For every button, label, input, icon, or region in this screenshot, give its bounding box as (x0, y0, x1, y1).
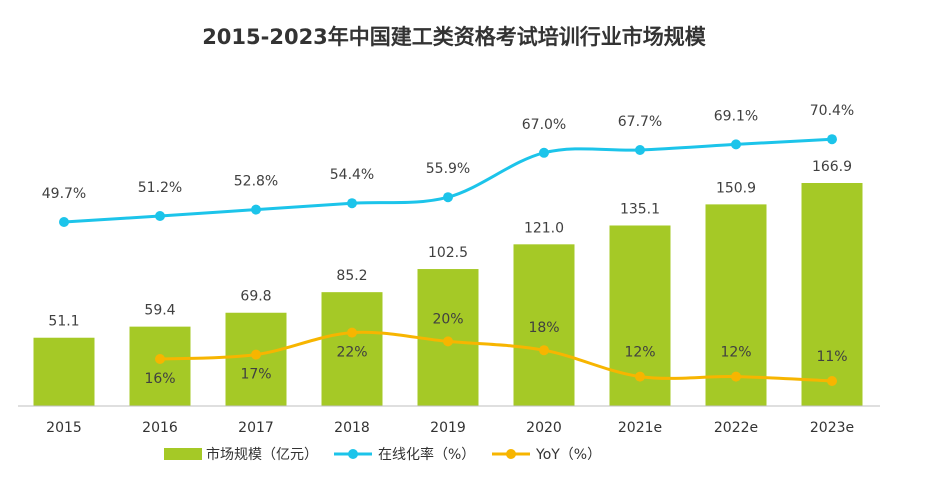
bar-label-2022e: 150.9 (716, 180, 756, 196)
online-point-2023e (827, 134, 837, 145)
bar-2015 (33, 337, 95, 406)
yoy-point-2022e (731, 371, 741, 382)
yoy-point-2021e (635, 371, 645, 382)
bar-2020 (513, 244, 575, 406)
bar-2018 (321, 292, 383, 406)
x-tick-2020: 2020 (526, 420, 562, 436)
yoy-line (159, 330, 833, 383)
legend-label-yoy: YoY（%） (535, 447, 601, 463)
yoy-point-2019 (443, 336, 453, 347)
yoy-label-2018: 22% (336, 345, 367, 361)
online-point-2016 (155, 211, 165, 221)
online-point-2020 (539, 147, 549, 158)
legend-label-online-rate: 在线化率（%） (378, 446, 475, 463)
online-point-2015 (59, 217, 69, 227)
yoy-label-2017: 17% (240, 367, 271, 383)
bar-label-2021e: 135.1 (620, 201, 660, 217)
yoy-label-2016: 16% (144, 371, 175, 387)
online-label-2023e: 70.4% (810, 103, 854, 119)
yoy-point-2023e (827, 376, 837, 386)
legend-marker-online-rate (348, 449, 358, 459)
online-label-2020: 67.0% (522, 117, 566, 133)
bar-2016 (129, 326, 191, 406)
yoy-label-2022e: 12% (720, 345, 751, 361)
yoy-point-2016 (155, 354, 165, 364)
online-label-2016: 51.2% (138, 180, 182, 196)
bar-label-2015: 51.1 (48, 314, 79, 330)
yoy-point-2018 (347, 327, 357, 338)
x-tick-2022e: 2022e (714, 420, 758, 436)
legend-marker-yoy (506, 449, 516, 459)
bar-label-2016: 59.4 (144, 303, 175, 319)
x-tick-2019: 2019 (430, 420, 466, 436)
x-tick-2015: 2015 (46, 420, 82, 436)
bar-label-2018: 85.2 (336, 268, 367, 284)
x-tick-2016: 2016 (142, 420, 178, 436)
bar-label-2020: 121.0 (524, 220, 564, 236)
online-point-2017 (251, 204, 261, 215)
legend-label-market-size: 市场规模（亿元） (206, 446, 318, 463)
online-label-2022e: 69.1% (714, 108, 758, 124)
x-tick-2021e: 2021e (618, 420, 662, 436)
online-rate-series: 49.7% 51.2% 52.8% 54.4% 55.9% 67.0% 67.7% 69.1%… (42, 103, 854, 227)
yoy-label-2023e: 11% (816, 349, 847, 365)
x-tick-2023e: 2023e (810, 420, 854, 436)
online-point-2022e (731, 139, 741, 150)
online-point-2018 (347, 198, 357, 209)
online-label-2019: 55.9% (426, 161, 470, 177)
online-label-2021e: 67.7% (618, 114, 662, 130)
online-point-2019 (443, 192, 453, 203)
bar-2023e (801, 183, 863, 406)
online-label-2015: 49.7% (42, 186, 86, 202)
chart-title: 2015-2023年中国建工类资格考试培训行业市场规模 (202, 25, 707, 49)
legend: 市场规模（亿元） 在线化率（%） YoY（%） (164, 446, 601, 463)
bar-label-2017: 69.8 (240, 289, 271, 305)
yoy-series: 16% 17% 22% 20% 18% 12% 12% 11% (144, 311, 847, 387)
yoy-point-2020 (539, 345, 549, 356)
legend-swatch-market-size (164, 448, 202, 460)
yoy-point-2017 (251, 349, 261, 360)
yoy-label-2021e: 12% (624, 345, 655, 361)
online-label-2017: 52.8% (234, 174, 278, 190)
yoy-label-2020: 18% (528, 320, 559, 336)
bar-label-2023e: 166.9 (812, 159, 852, 175)
x-tick-2018: 2018 (334, 420, 370, 436)
x-tick-labels: 2015 2016 2017 2018 2019 2020 2021e 2022e 2023e (46, 420, 854, 436)
online-point-2021e (635, 145, 645, 155)
bar-series: 51.1 59.4 69.8 85.2 102.5 121.0 135.1 150.9 166.… (33, 159, 863, 406)
x-tick-2017: 2017 (238, 420, 274, 436)
yoy-label-2019: 20% (432, 311, 463, 327)
bar-label-2019: 102.5 (428, 245, 468, 261)
online-label-2018: 54.4% (330, 167, 374, 183)
